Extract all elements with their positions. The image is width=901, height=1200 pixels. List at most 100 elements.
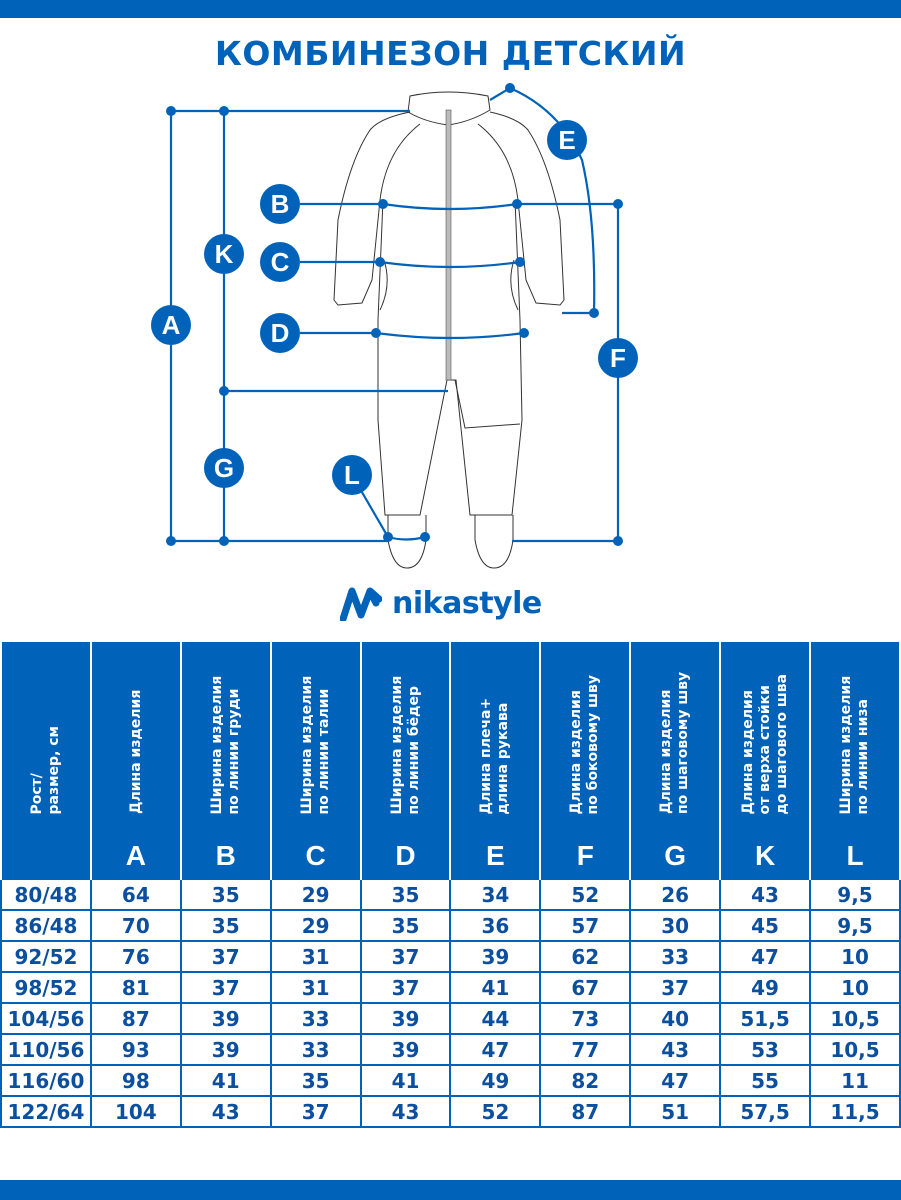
column-header-text: Ширина изделия по линии груди (208, 675, 242, 814)
table-cell: 57 (539, 909, 632, 942)
table-cell: 37 (179, 940, 272, 973)
column-header-letter: D (395, 840, 416, 871)
table-cell: 80/48 (0, 878, 92, 911)
column-header: Ширина изделия по линии низа L (809, 642, 901, 879)
column-header-text: Длина изделия от верха стойки до шаговог… (739, 673, 790, 814)
table-cell: 29 (269, 909, 362, 942)
table-cell: 29 (269, 878, 362, 911)
table-cell: 11 (809, 1064, 901, 1097)
table-cell: 10 (809, 971, 901, 1004)
column-header: Длина изделия от верха стойки до шаговог… (719, 642, 812, 879)
svg-text:D: D (271, 318, 290, 348)
table-cell: 93 (89, 1033, 182, 1066)
column-header: Длина изделия по шаговому шву G (629, 642, 722, 879)
brand-logo: nikastyle (340, 585, 542, 621)
table-cell: 36 (449, 909, 542, 942)
table-cell: 51,5 (719, 1002, 812, 1035)
table-cell: 44 (449, 1002, 542, 1035)
column-header: Ширина изделия по линии бёдер D (359, 642, 452, 879)
table-row: 92/52 76 37 31 37 39 62 33 47 10 (0, 940, 901, 973)
column-header-letter: L (846, 840, 864, 871)
table-cell: 39 (449, 940, 542, 973)
table-cell: 62 (539, 940, 632, 973)
column-header: Рост/ размер, см (0, 642, 92, 879)
table-cell: 35 (359, 878, 452, 911)
column-header-letter: C (305, 840, 326, 871)
measurement-dots (166, 83, 623, 546)
table-cell: 37 (179, 971, 272, 1004)
column-header-letter: F (576, 840, 594, 871)
svg-text:L: L (344, 460, 360, 490)
table-cell: 41 (359, 1064, 452, 1097)
column-header-text: Ширина изделия по линии бёдер (388, 675, 422, 814)
table-cell: 37 (629, 971, 722, 1004)
jumpsuit-outline (333, 91, 565, 569)
table-cell: 10 (809, 940, 901, 973)
table-cell: 51 (629, 1095, 722, 1128)
table-cell: 9,5 (809, 878, 901, 911)
table-cell: 34 (449, 878, 542, 911)
table-cell: 39 (179, 1033, 272, 1066)
table-cell: 47 (719, 940, 812, 973)
table-cell: 39 (359, 1002, 452, 1035)
column-header-text: Длина изделия по боковому шву (568, 674, 602, 814)
table-cell: 41 (449, 971, 542, 1004)
column-header-letter: K (754, 840, 776, 871)
svg-text:A: A (162, 310, 181, 340)
zipper (445, 109, 452, 381)
table-row: 98/52 81 37 31 37 41 67 37 49 10 (0, 971, 901, 1004)
table-cell: 40 (629, 1002, 722, 1035)
table-cell: 43 (719, 878, 812, 911)
label-l: L (332, 455, 372, 495)
svg-text:C: C (271, 247, 290, 277)
table-row: 80/48 64 35 29 35 34 52 26 43 9,5 (0, 878, 901, 911)
table-cell: 55 (719, 1064, 812, 1097)
table-cell: 41 (179, 1064, 272, 1097)
table-cell: 30 (629, 909, 722, 942)
table-cell: 43 (629, 1033, 722, 1066)
table-cell: 37 (359, 940, 452, 973)
column-header: Ширина изделия по линии талии C (269, 642, 362, 879)
table-cell: 10,5 (809, 1033, 901, 1066)
table-cell: 10,5 (809, 1002, 901, 1035)
column-header-text: Ширина изделия по линии талии (298, 675, 332, 814)
label-d: D (260, 313, 300, 353)
table-cell: 57,5 (719, 1095, 812, 1128)
table-cell: 70 (89, 909, 182, 942)
brand-logo-icon (340, 587, 382, 621)
table-cell: 26 (629, 878, 722, 911)
label-f: F (598, 338, 638, 378)
label-k: K (204, 234, 244, 274)
table-cell: 43 (359, 1095, 452, 1128)
table-cell: 86/48 (0, 909, 92, 942)
top-bar (0, 0, 901, 18)
table-cell: 116/60 (0, 1064, 92, 1097)
label-b: B (260, 184, 300, 224)
table-cell: 35 (179, 878, 272, 911)
table-cell: 82 (539, 1064, 632, 1097)
table-cell: 87 (539, 1095, 632, 1128)
table-cell: 43 (179, 1095, 272, 1128)
column-header: Длина изделия по боковому шву F (539, 642, 632, 879)
garment-diagram: A K G B C D E F L (151, 83, 638, 569)
column-header-text: Длина изделия по шаговому шву (658, 671, 692, 814)
table-cell: 81 (89, 971, 182, 1004)
column-header-text: Длина плеча+ длина рукава (478, 697, 512, 814)
table-cell: 110/56 (0, 1033, 92, 1066)
table-row: 122/64 104 43 37 43 52 87 51 57,5 11,5 (0, 1095, 901, 1128)
column-header-text: Рост/ размер, см (28, 725, 62, 815)
table-cell: 33 (269, 1002, 362, 1035)
svg-text:E: E (558, 125, 575, 155)
table-cell: 64 (89, 878, 182, 911)
size-table: Рост/ размер, см Длина изделия A Ширина из… (0, 642, 901, 1128)
column-header-letter: E (486, 840, 505, 871)
bottom-bar (0, 1180, 901, 1200)
table-cell: 35 (269, 1064, 362, 1097)
table-cell: 104 (89, 1095, 182, 1128)
table-cell: 31 (269, 940, 362, 973)
table-cell: 47 (629, 1064, 722, 1097)
table-cell: 39 (359, 1033, 452, 1066)
table-cell: 47 (449, 1033, 542, 1066)
column-header-letter (2, 840, 90, 878)
